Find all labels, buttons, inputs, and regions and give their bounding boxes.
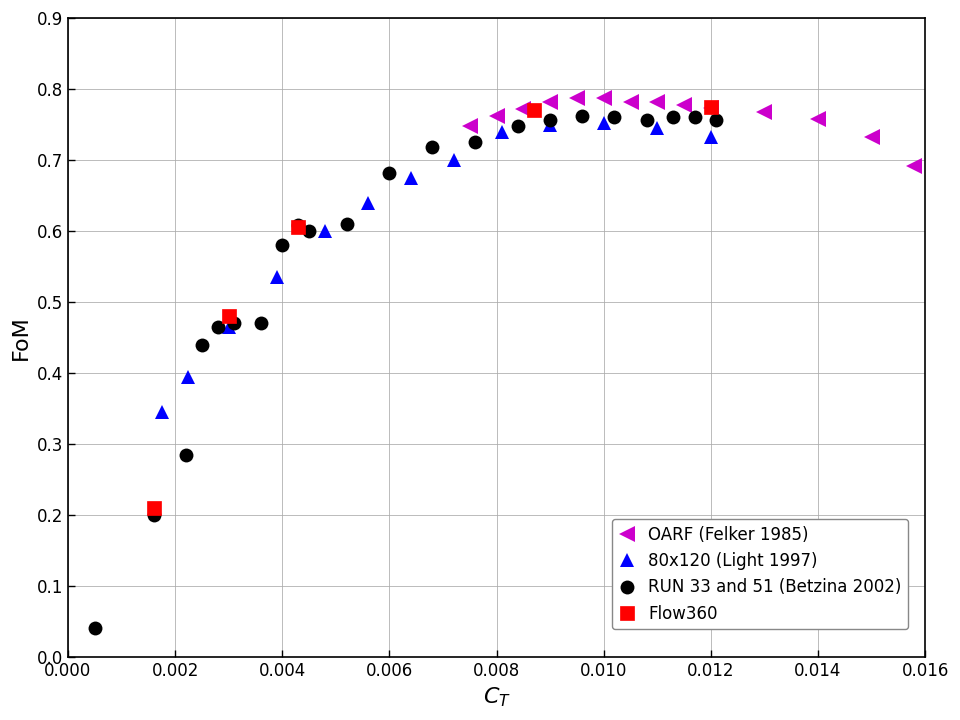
OARF (Felker 1985): [812, 114, 824, 123]
RUN 33 and 51 (Betzina 2002): [641, 115, 653, 124]
80x120 (Light 1997): [705, 133, 716, 142]
RUN 33 and 51 (Betzina 2002): [148, 510, 159, 519]
RUN 33 and 51 (Betzina 2002): [212, 323, 224, 331]
RUN 33 and 51 (Betzina 2002): [276, 241, 288, 250]
OARF (Felker 1985): [758, 107, 770, 116]
Line: Flow360: Flow360: [147, 100, 718, 515]
OARF (Felker 1985): [544, 97, 556, 106]
Flow360: [705, 102, 716, 111]
RUN 33 and 51 (Betzina 2002): [513, 122, 524, 130]
80x120 (Light 1997): [156, 408, 167, 416]
RUN 33 and 51 (Betzina 2002): [341, 220, 352, 228]
RUN 33 and 51 (Betzina 2002): [667, 113, 679, 122]
RUN 33 and 51 (Betzina 2002): [689, 113, 701, 122]
80x120 (Light 1997): [405, 174, 417, 182]
RUN 33 and 51 (Betzina 2002): [196, 341, 207, 349]
80x120 (Light 1997): [182, 372, 194, 381]
RUN 33 and 51 (Betzina 2002): [426, 143, 438, 152]
Flow360: [148, 503, 159, 512]
OARF (Felker 1985): [705, 104, 716, 112]
OARF (Felker 1985): [571, 94, 583, 103]
RUN 33 and 51 (Betzina 2002): [89, 624, 101, 633]
Line: RUN 33 and 51 (Betzina 2002): RUN 33 and 51 (Betzina 2002): [87, 109, 723, 636]
80x120 (Light 1997): [598, 119, 610, 127]
Line: 80x120 (Light 1997): 80x120 (Light 1997): [155, 116, 718, 419]
OARF (Felker 1985): [625, 97, 636, 106]
RUN 33 and 51 (Betzina 2002): [710, 115, 722, 124]
Legend: OARF (Felker 1985), 80x120 (Light 1997), RUN 33 and 51 (Betzina 2002), Flow360: OARF (Felker 1985), 80x120 (Light 1997),…: [612, 519, 908, 629]
OARF (Felker 1985): [491, 112, 502, 120]
RUN 33 and 51 (Betzina 2002): [293, 221, 304, 230]
80x120 (Light 1997): [448, 156, 460, 164]
80x120 (Light 1997): [271, 273, 282, 282]
80x120 (Light 1997): [320, 227, 331, 235]
80x120 (Light 1997): [544, 120, 556, 129]
RUN 33 and 51 (Betzina 2002): [544, 115, 556, 124]
RUN 33 and 51 (Betzina 2002): [577, 112, 588, 120]
OARF (Felker 1985): [652, 97, 663, 106]
RUN 33 and 51 (Betzina 2002): [255, 319, 267, 328]
OARF (Felker 1985): [866, 133, 877, 142]
Flow360: [223, 312, 234, 320]
Flow360: [293, 223, 304, 232]
80x120 (Light 1997): [362, 198, 373, 207]
X-axis label: $C_T$: $C_T$: [483, 685, 511, 709]
OARF (Felker 1985): [909, 161, 921, 170]
RUN 33 and 51 (Betzina 2002): [609, 113, 620, 122]
80x120 (Light 1997): [496, 127, 508, 136]
RUN 33 and 51 (Betzina 2002): [303, 227, 315, 235]
RUN 33 and 51 (Betzina 2002): [180, 450, 192, 459]
OARF (Felker 1985): [464, 122, 475, 130]
Line: OARF (Felker 1985): OARF (Felker 1985): [462, 91, 923, 174]
80x120 (Light 1997): [652, 124, 663, 132]
OARF (Felker 1985): [517, 104, 529, 113]
OARF (Felker 1985): [679, 100, 690, 109]
RUN 33 and 51 (Betzina 2002): [384, 168, 396, 177]
RUN 33 and 51 (Betzina 2002): [228, 319, 240, 328]
Flow360: [528, 106, 540, 114]
Y-axis label: FoM: FoM: [12, 315, 31, 360]
80x120 (Light 1997): [223, 323, 234, 331]
RUN 33 and 51 (Betzina 2002): [469, 138, 481, 146]
OARF (Felker 1985): [598, 94, 610, 103]
